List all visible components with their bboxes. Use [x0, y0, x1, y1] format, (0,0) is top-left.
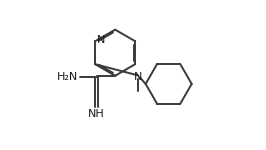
Text: N: N: [97, 35, 105, 45]
Text: N: N: [134, 72, 142, 82]
Text: NH: NH: [88, 109, 105, 119]
Text: H₂N: H₂N: [57, 72, 78, 82]
